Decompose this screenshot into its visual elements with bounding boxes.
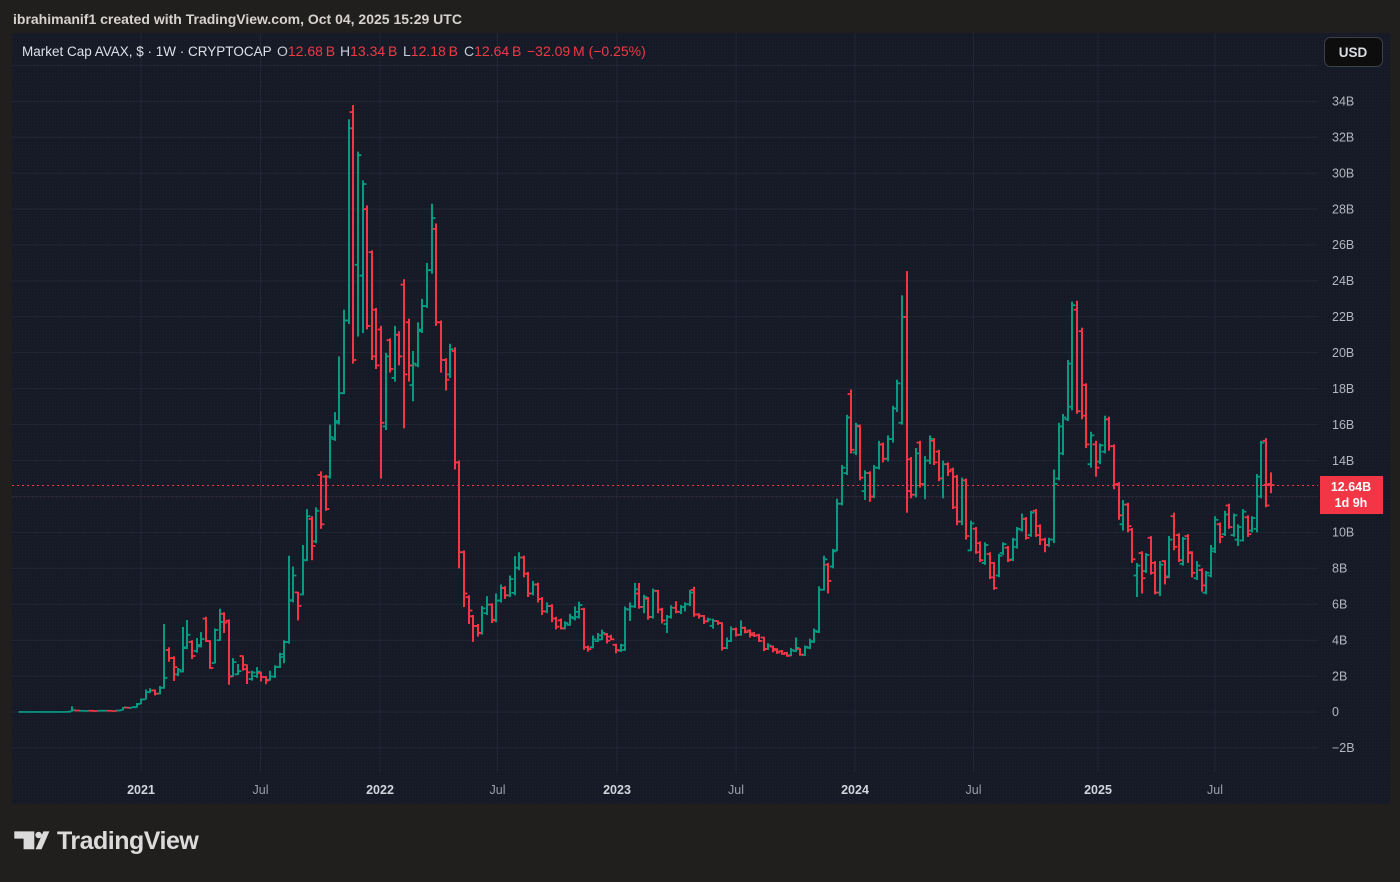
svg-text:22B: 22B — [1332, 310, 1354, 324]
svg-text:Jul: Jul — [728, 783, 744, 797]
svg-text:TradingView: TradingView — [57, 827, 199, 855]
svg-text:2021: 2021 — [127, 783, 155, 797]
svg-text:2023: 2023 — [603, 783, 631, 797]
svg-text:Jul: Jul — [253, 783, 269, 797]
svg-text:Jul: Jul — [1207, 783, 1223, 797]
svg-text:USD: USD — [1339, 45, 1368, 60]
svg-text:18B: 18B — [1332, 382, 1354, 396]
svg-text:1d 9h: 1d 9h — [1335, 496, 1368, 510]
svg-text:0: 0 — [1332, 705, 1339, 719]
svg-text:34B: 34B — [1332, 95, 1354, 109]
svg-text:H13.34 B: H13.34 B — [340, 43, 397, 59]
svg-text:2B: 2B — [1332, 669, 1347, 683]
svg-text:Jul: Jul — [490, 783, 506, 797]
svg-text:10B: 10B — [1332, 526, 1354, 540]
svg-text:2025: 2025 — [1084, 783, 1112, 797]
svg-text:Jul: Jul — [966, 783, 982, 797]
svg-text:12.64B: 12.64B — [1331, 480, 1371, 494]
svg-text:28B: 28B — [1332, 202, 1354, 216]
svg-text:O12.68 B: O12.68 B — [277, 43, 335, 59]
svg-text:16B: 16B — [1332, 418, 1354, 432]
svg-text:C12.64 B: C12.64 B — [464, 43, 521, 59]
svg-text:32B: 32B — [1332, 131, 1354, 145]
svg-text:ibrahimanif1 created with Trad: ibrahimanif1 created with TradingView.co… — [13, 11, 462, 27]
svg-text:26B: 26B — [1332, 238, 1354, 252]
svg-text:2024: 2024 — [841, 783, 869, 797]
svg-text:20B: 20B — [1332, 346, 1354, 360]
svg-text:6B: 6B — [1332, 597, 1347, 611]
svg-text:L12.18 B: L12.18 B — [403, 43, 458, 59]
svg-text:4B: 4B — [1332, 633, 1347, 647]
svg-text:24B: 24B — [1332, 274, 1354, 288]
svg-text:−2B: −2B — [1332, 741, 1355, 755]
svg-text:8B: 8B — [1332, 562, 1347, 576]
svg-text:30B: 30B — [1332, 166, 1354, 180]
svg-text:Market Cap AVAX, $ · 1W · CRYP: Market Cap AVAX, $ · 1W · CRYPTOCAP — [22, 44, 272, 59]
svg-text:14B: 14B — [1332, 454, 1354, 468]
svg-text:−32.09 M (−0.25%): −32.09 M (−0.25%) — [527, 43, 646, 59]
svg-text:2022: 2022 — [366, 783, 394, 797]
